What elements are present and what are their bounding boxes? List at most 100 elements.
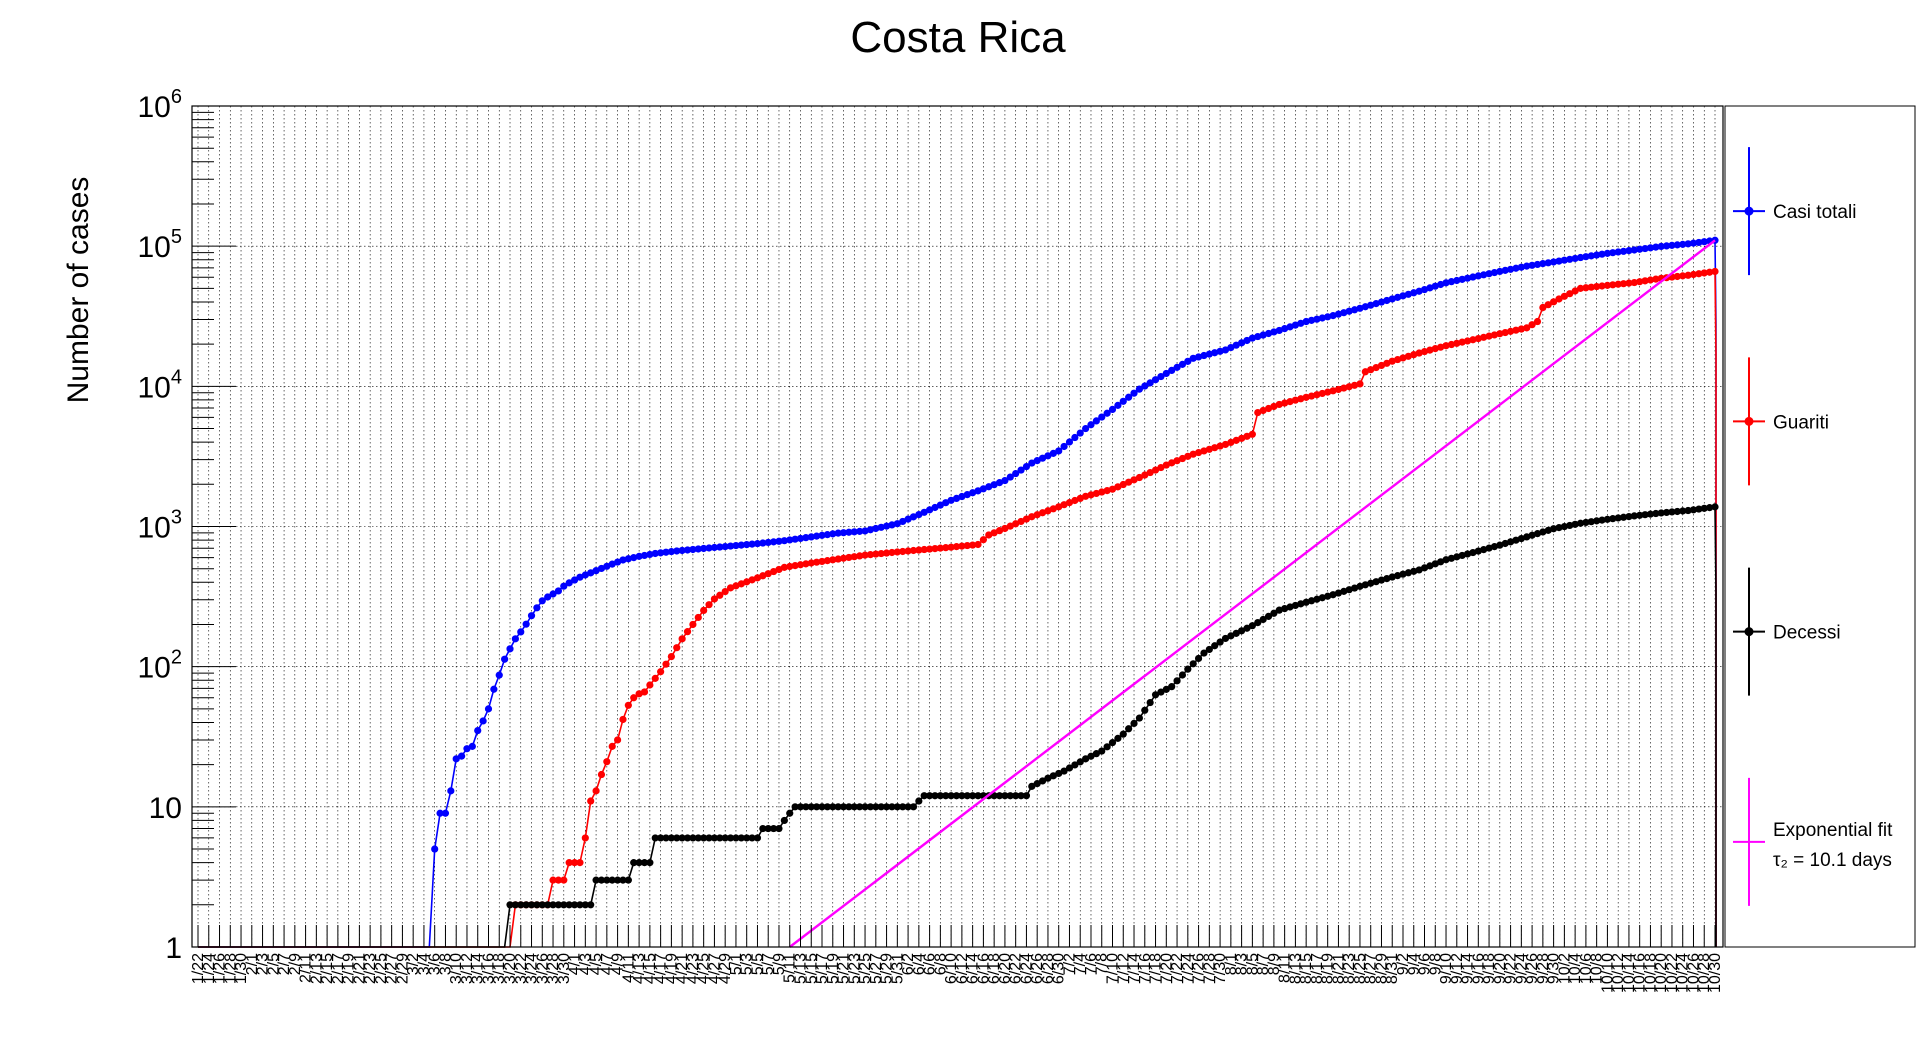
legend-label: Exponential fit bbox=[1773, 820, 1893, 841]
data-point bbox=[1560, 256, 1568, 264]
data-point bbox=[1550, 258, 1558, 266]
data-point bbox=[689, 620, 697, 629]
x-tick-label: 7/4 bbox=[1072, 953, 1089, 975]
data-point bbox=[1098, 413, 1106, 421]
x-tick-label: 5/15 bbox=[803, 953, 820, 984]
data-point bbox=[1307, 316, 1316, 324]
data-point bbox=[635, 552, 643, 560]
data-point bbox=[549, 876, 557, 884]
data-point bbox=[1512, 264, 1520, 272]
x-tick-label: 7/2 bbox=[1061, 953, 1078, 975]
data-point bbox=[904, 515, 912, 523]
data-point bbox=[1141, 382, 1149, 390]
data-point bbox=[818, 531, 826, 539]
x-tick-label: 3/18 bbox=[491, 953, 508, 984]
data-point bbox=[581, 834, 589, 842]
data-point bbox=[813, 803, 821, 811]
data-point bbox=[1243, 624, 1251, 632]
x-tick-label: 6/2 bbox=[900, 953, 917, 975]
data-point bbox=[775, 537, 783, 545]
data-point bbox=[673, 834, 681, 842]
x-tick-label: 6/14 bbox=[965, 953, 982, 984]
data-point bbox=[1065, 764, 1074, 772]
series-decessi bbox=[198, 503, 1719, 948]
x-tick-label: 9/10 bbox=[1438, 953, 1455, 984]
data-point bbox=[630, 859, 638, 867]
y-tick-label: 1 bbox=[165, 932, 182, 965]
data-point bbox=[1662, 508, 1671, 517]
data-point bbox=[1453, 276, 1461, 285]
data-point bbox=[1566, 521, 1574, 530]
data-point bbox=[1679, 240, 1687, 248]
data-point bbox=[673, 644, 681, 652]
x-tick-label: 10/4 bbox=[1567, 953, 1584, 984]
data-point bbox=[1324, 313, 1332, 321]
data-point bbox=[457, 752, 466, 760]
data-point bbox=[770, 538, 778, 546]
data-point bbox=[705, 834, 713, 842]
legend-entry-guariti: Guariti bbox=[1733, 357, 1829, 486]
data-point bbox=[608, 876, 616, 884]
x-tick-label: 7/6 bbox=[1083, 953, 1100, 975]
data-point bbox=[1200, 649, 1208, 657]
y-axis-label: Number of cases bbox=[62, 177, 95, 404]
series-line bbox=[789, 239, 1716, 948]
x-tick-label: 10/28 bbox=[1696, 953, 1713, 993]
data-point bbox=[624, 701, 632, 709]
x-tick-label: 8/9 bbox=[1266, 953, 1283, 975]
data-point bbox=[662, 660, 670, 668]
x-tick-label: 5/31 bbox=[889, 953, 906, 984]
x-tick-label: 8/5 bbox=[1244, 953, 1261, 975]
data-point bbox=[597, 876, 606, 884]
data-point bbox=[1533, 260, 1542, 269]
data-point bbox=[1598, 516, 1606, 524]
data-point bbox=[802, 803, 810, 811]
x-tick-label: 4/1 bbox=[567, 953, 584, 975]
x-tick-label: 5/5 bbox=[749, 953, 766, 975]
data-point bbox=[947, 543, 955, 551]
data-point bbox=[1157, 688, 1165, 696]
data-point bbox=[1135, 714, 1143, 722]
data-point bbox=[1065, 438, 1074, 446]
x-tick-label: 8/29 bbox=[1373, 953, 1390, 984]
data-point bbox=[1055, 447, 1063, 455]
data-point bbox=[673, 547, 681, 555]
data-point bbox=[1151, 466, 1160, 474]
data-point bbox=[560, 901, 568, 909]
data-point bbox=[861, 551, 869, 559]
x-tick-label: 1/30 bbox=[233, 953, 250, 984]
data-point bbox=[1684, 506, 1692, 515]
x-tick-label: 2/21 bbox=[351, 953, 368, 984]
data-point bbox=[990, 792, 998, 800]
data-point bbox=[1657, 242, 1665, 251]
data-point bbox=[646, 859, 654, 867]
data-point bbox=[1028, 459, 1036, 467]
data-point bbox=[1205, 350, 1213, 358]
data-point bbox=[479, 717, 487, 725]
data-point bbox=[1544, 259, 1552, 267]
data-point bbox=[909, 546, 918, 555]
x-tick-label: 4/15 bbox=[642, 953, 659, 984]
data-point bbox=[592, 876, 600, 884]
data-point bbox=[1598, 282, 1606, 290]
data-point bbox=[796, 534, 805, 543]
data-point bbox=[1017, 466, 1025, 474]
data-point bbox=[1318, 314, 1326, 322]
x-tick-label: 5/11 bbox=[782, 953, 799, 983]
data-point bbox=[1490, 268, 1499, 277]
data-point bbox=[624, 876, 632, 884]
data-point bbox=[689, 834, 697, 842]
x-tick-label: 8/15 bbox=[1298, 953, 1315, 984]
x-tick-label: 3/2 bbox=[405, 953, 422, 975]
data-point bbox=[694, 834, 702, 842]
data-point bbox=[1404, 569, 1412, 577]
data-point bbox=[759, 539, 767, 547]
data-point bbox=[748, 834, 756, 842]
data-point bbox=[1528, 321, 1536, 329]
y-axis: 1 10 102 103 104 105 106 bbox=[138, 86, 236, 965]
x-tick-label: 4/13 bbox=[631, 953, 648, 984]
x-tick-label: 4/23 bbox=[685, 953, 702, 984]
data-point bbox=[441, 809, 450, 817]
data-point bbox=[1560, 522, 1568, 531]
data-point bbox=[726, 542, 735, 550]
